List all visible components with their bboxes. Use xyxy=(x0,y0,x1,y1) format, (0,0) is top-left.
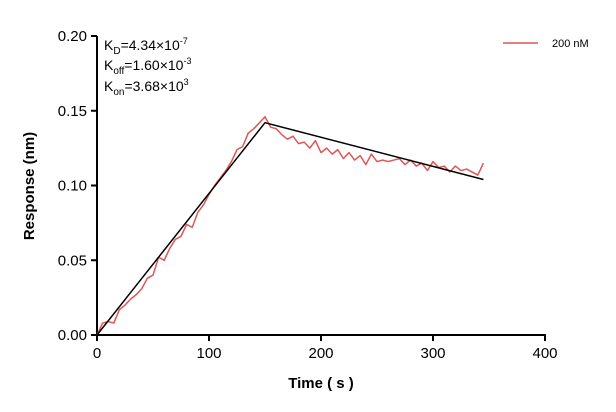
plot-area xyxy=(96,115,485,336)
y-tick-label: 0.10 xyxy=(58,178,87,195)
y-tick-label: 0.00 xyxy=(58,327,87,344)
legend-label-200nm: 200 nM xyxy=(552,38,589,50)
y-tick-label: 0.20 xyxy=(58,28,87,45)
x-tick-label: 400 xyxy=(532,345,557,362)
y-tick-label: 0.15 xyxy=(58,103,87,120)
x-tick-label: 100 xyxy=(196,345,221,362)
kon-annotation: Kon=3.68×103 xyxy=(104,77,189,98)
fit-line xyxy=(96,121,484,336)
kd-annotation: KD=4.34×10-7 xyxy=(104,36,188,57)
kinetic-constants: KD=4.34×10-7 Koff=1.60×10-3 Kon=3.68×103 xyxy=(104,36,191,98)
x-tick-label: 300 xyxy=(420,345,445,362)
y-tick-label: 0.05 xyxy=(58,252,87,269)
x-axis-label: Time ( s ) xyxy=(288,375,354,392)
x-tick-label: 0 xyxy=(93,345,101,362)
koff-annotation: Koff=1.60×10-3 xyxy=(104,56,191,77)
axes: 0 100 200 300 400 0.00 0.05 0.10 0.15 0.20 xyxy=(58,28,558,362)
legend: 200 nM xyxy=(503,38,589,50)
x-tick-label: 200 xyxy=(308,345,333,362)
series-line-200nm xyxy=(96,115,485,336)
y-axis-label: Response (nm) xyxy=(21,132,38,240)
